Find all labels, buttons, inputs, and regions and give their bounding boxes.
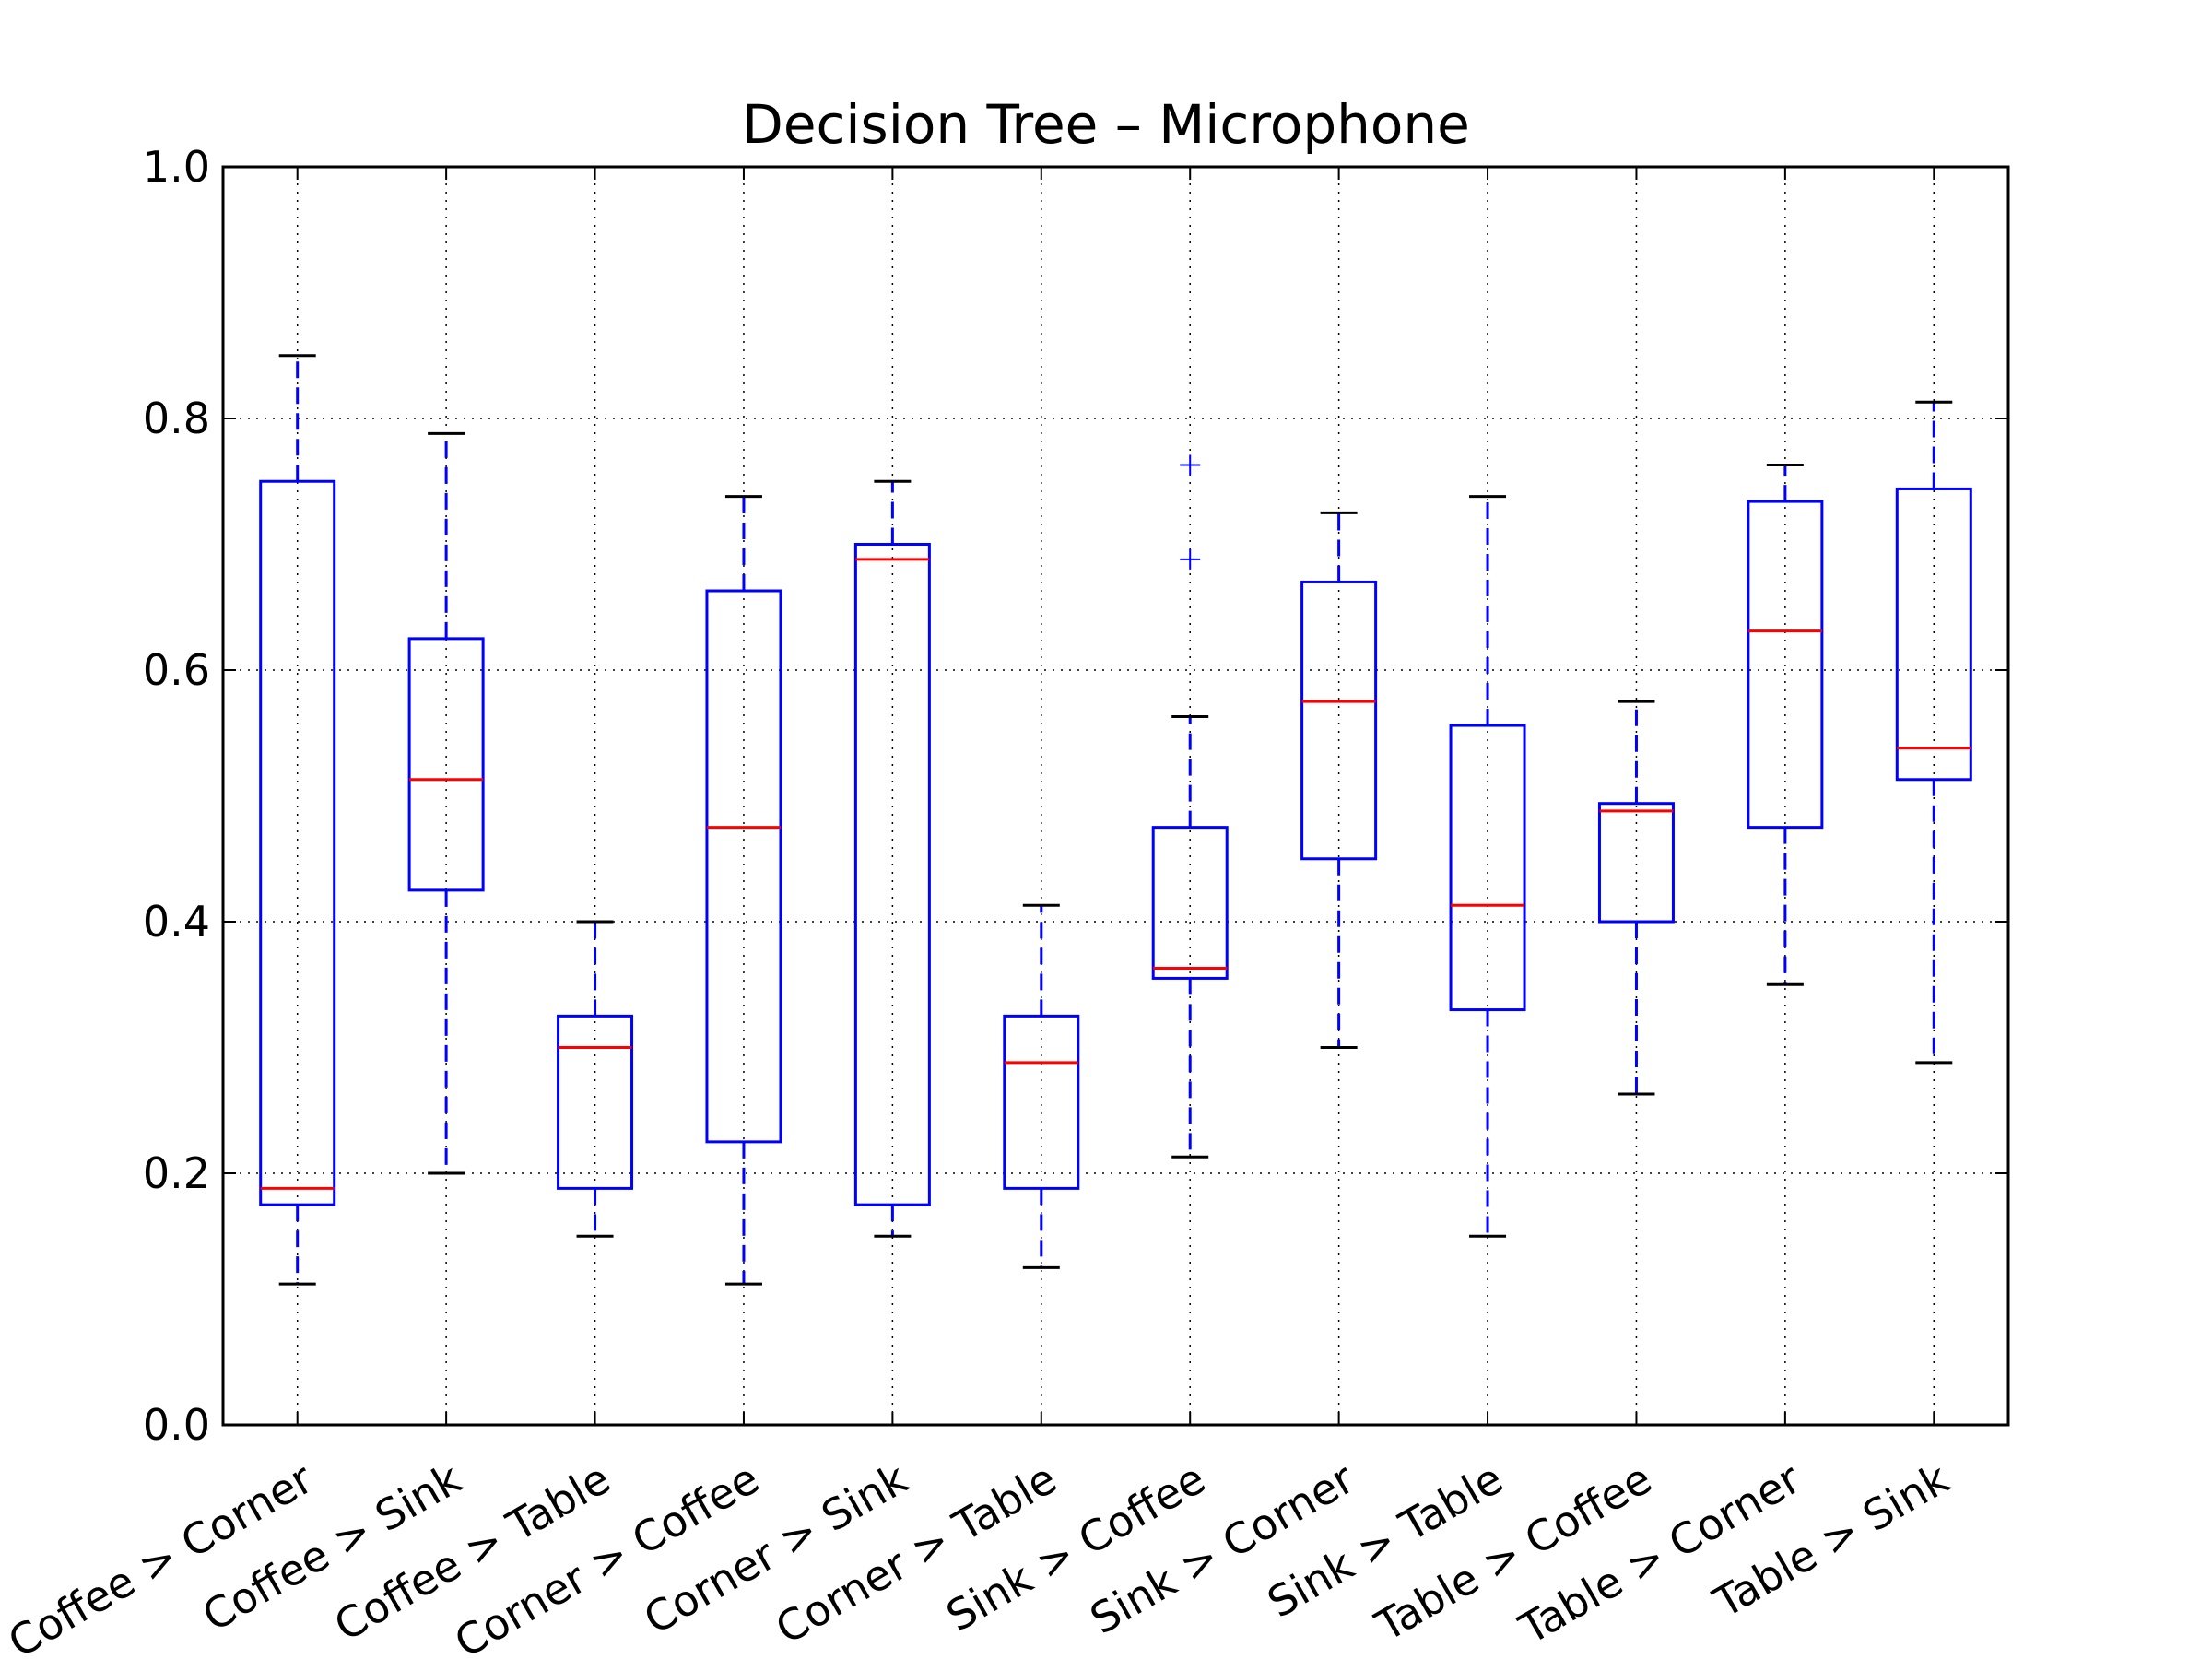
- box-group: [259, 354, 336, 1286]
- iqr-box: [407, 637, 485, 892]
- box-group: [1003, 903, 1080, 1269]
- iqr-box: [557, 1014, 634, 1190]
- outlier-marker: [1180, 454, 1201, 476]
- box-group: [853, 479, 931, 1238]
- iqr-box: [1895, 487, 1972, 782]
- box-group: [1597, 700, 1675, 1096]
- y-tick-label: 0.0: [143, 1400, 210, 1450]
- iqr-box: [853, 543, 931, 1206]
- y-tick-label: 0.2: [143, 1148, 210, 1198]
- box-group: [705, 495, 782, 1286]
- y-tick-label: 0.4: [143, 897, 210, 947]
- box-group: [1300, 511, 1378, 1049]
- box-group: [557, 920, 634, 1238]
- iqr-box: [1449, 724, 1526, 1012]
- plot-area-frame: [221, 165, 2010, 1427]
- box-group: [1895, 400, 1972, 1065]
- iqr-box: [259, 479, 336, 1206]
- outlier-marker: [1180, 548, 1201, 570]
- y-tick-label: 1.0: [143, 142, 210, 192]
- box-group: [1449, 495, 1526, 1238]
- chart-title: Decision Tree – Microphone: [742, 93, 1470, 156]
- x-tick-label: Sink > Coffee: [938, 1453, 1214, 1641]
- iqr-box: [1151, 826, 1229, 980]
- box-group: [1151, 454, 1229, 1159]
- y-tick-label: 0.8: [143, 394, 210, 443]
- iqr-box: [1300, 580, 1378, 861]
- y-tick-label: 0.6: [143, 645, 210, 695]
- iqr-box: [705, 589, 782, 1144]
- box-group: [1747, 464, 1824, 986]
- grid-lines: [223, 167, 2008, 1425]
- iqr-box: [1597, 802, 1675, 924]
- iqr-box: [1003, 1014, 1080, 1190]
- box-group: [407, 431, 485, 1175]
- iqr-box: [1747, 500, 1824, 830]
- boxes: [259, 354, 1972, 1286]
